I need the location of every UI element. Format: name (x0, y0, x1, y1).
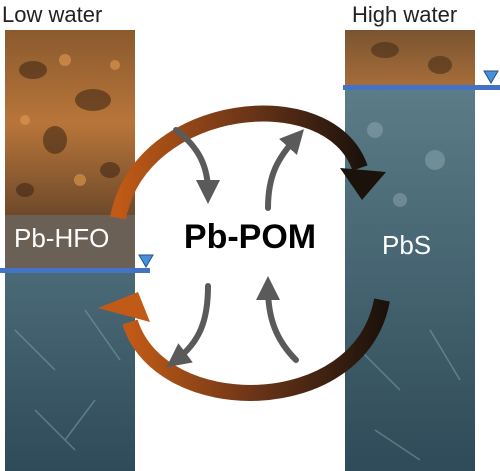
gray-arrow-top-right-up (265, 129, 305, 211)
pbs-label: PbS (382, 230, 432, 260)
gray-arrow-bottom-right-up (256, 276, 299, 363)
pb-hfo-label: Pb-HFO (14, 223, 110, 253)
bottom-cycle-arrow (98, 292, 390, 401)
low-water-table-line (0, 268, 150, 273)
low-water-soil-column (5, 30, 135, 471)
high-water-table-marker (483, 70, 499, 84)
top-cycle-arrow (110, 105, 386, 220)
high-water-soil-column (345, 30, 475, 471)
low-water-label: Low water (2, 2, 103, 27)
high-water-label: High water (352, 2, 458, 27)
pb-pom-label: Pb-POM (183, 218, 317, 256)
high-water-table-line (343, 85, 500, 90)
low-water-table-marker (138, 254, 154, 268)
gray-arrow-bottom-left-down (166, 283, 211, 368)
gray-arrow-top-left-down (173, 127, 220, 204)
